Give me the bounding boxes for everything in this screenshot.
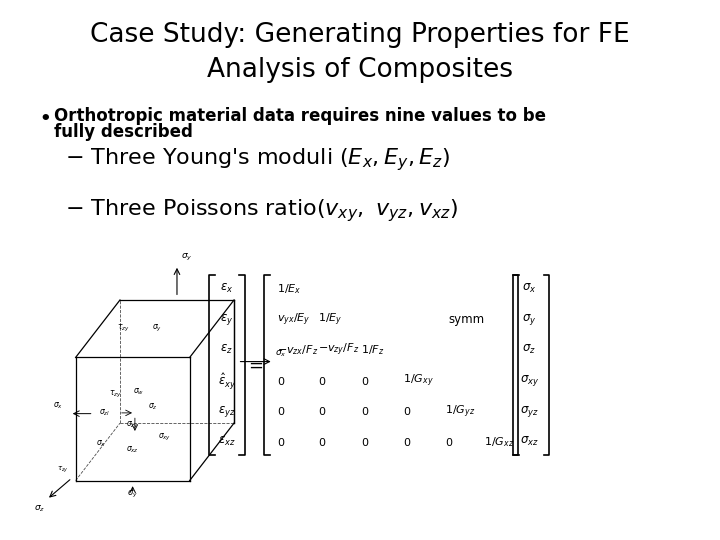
Text: $\varepsilon_x$: $\varepsilon_x$ (220, 282, 233, 295)
Text: $-$ Three Poissons ratio$(v_{xy},\ v_{yz},v_{xz})$: $-$ Three Poissons ratio$(v_{xy},\ v_{yz… (65, 197, 458, 224)
Text: $\sigma_{yz}$: $\sigma_{yz}$ (520, 404, 539, 419)
Text: $0$: $0$ (403, 436, 412, 448)
Text: $\sigma_x$: $\sigma_x$ (53, 401, 63, 411)
Text: $\tau_{zy}$: $\tau_{zy}$ (109, 389, 122, 400)
Text: $\sigma_{xz}$: $\sigma_{xz}$ (520, 435, 539, 448)
Text: $-v_{zx}/F_z$: $-v_{zx}/F_z$ (277, 343, 318, 357)
Text: $\varepsilon_z$: $\varepsilon_z$ (220, 343, 233, 356)
Text: $\sigma_w$: $\sigma_w$ (132, 387, 144, 397)
Text: $\sigma_{xz}$: $\sigma_{xz}$ (126, 444, 139, 455)
Text: $0$: $0$ (277, 436, 286, 448)
Text: $\sigma_{zl}$: $\sigma_{zl}$ (99, 408, 109, 418)
Text: $\varepsilon_y$: $\varepsilon_y$ (220, 312, 233, 327)
Text: $\sigma_{xy}$: $\sigma_{xy}$ (520, 373, 539, 388)
Text: •: • (40, 110, 51, 128)
Text: $\sigma_x$: $\sigma_x$ (275, 348, 287, 359)
Text: $1/G_{xy}$: $1/G_{xy}$ (403, 373, 434, 389)
Text: Case Study: Generating Properties for FE: Case Study: Generating Properties for FE (90, 22, 630, 48)
Text: $0$: $0$ (277, 375, 286, 387)
Text: Analysis of Composites: Analysis of Composites (207, 57, 513, 83)
Text: $1/F_z$: $1/F_z$ (361, 343, 385, 357)
Text: $1/G_{xz}$: $1/G_{xz}$ (484, 435, 514, 449)
Text: $\sigma_y$: $\sigma_y$ (522, 312, 536, 327)
Text: $\sigma_y$: $\sigma_y$ (181, 252, 192, 264)
Text: $0$: $0$ (361, 406, 370, 417)
Text: $\varepsilon_{yz}$: $\varepsilon_{yz}$ (218, 404, 235, 419)
Text: $v_{yx}/E_y$: $v_{yx}/E_y$ (277, 312, 311, 328)
Text: $\sigma_z$: $\sigma_z$ (522, 343, 536, 356)
Text: $\tau_{zy}$: $\tau_{zy}$ (57, 465, 68, 475)
Text: $1/G_{yz}$: $1/G_{yz}$ (445, 403, 475, 420)
Text: $\sigma_y$: $\sigma_y$ (153, 323, 163, 334)
Text: $\sigma_z$: $\sigma_z$ (148, 401, 158, 412)
Text: $\tau_{zy}$: $\tau_{zy}$ (117, 323, 130, 334)
Text: $\varepsilon_{xz}$: $\varepsilon_{xz}$ (218, 435, 235, 448)
Text: $0$: $0$ (318, 375, 327, 387)
Text: $\sigma_x$: $\sigma_x$ (96, 438, 106, 449)
Text: $\sigma_x$: $\sigma_x$ (522, 282, 536, 295)
Text: $0$: $0$ (318, 406, 327, 417)
Text: =: = (248, 356, 263, 374)
Text: $0$: $0$ (277, 406, 286, 417)
Text: $\sigma_{zy}$: $\sigma_{zy}$ (126, 420, 139, 431)
Text: $\sigma_z$: $\sigma_z$ (34, 503, 45, 514)
Text: $0$: $0$ (361, 436, 370, 448)
Text: Orthotropic material data requires nine values to be: Orthotropic material data requires nine … (54, 107, 546, 125)
Text: $\hat{\varepsilon}_{xy}$: $\hat{\varepsilon}_{xy}$ (217, 371, 236, 390)
Text: fully described: fully described (54, 123, 193, 141)
Text: $1/E_y$: $1/E_y$ (318, 312, 343, 328)
Text: $0$: $0$ (361, 375, 370, 387)
Text: $0$: $0$ (445, 436, 454, 448)
Text: symm: symm (449, 313, 485, 326)
Text: $-v_{zy}/F_z$: $-v_{zy}/F_z$ (318, 342, 359, 358)
Text: $0$: $0$ (403, 406, 412, 417)
Text: $0$: $0$ (318, 436, 327, 448)
Text: $\sigma_y$: $\sigma_y$ (127, 489, 138, 500)
Text: $1/E_x$: $1/E_x$ (277, 282, 302, 296)
Text: $\sigma_{xy}$: $\sigma_{xy}$ (158, 432, 171, 443)
Text: $-$ Three Young's moduli $(E_x,E_y,E_z)$: $-$ Three Young's moduli $(E_x,E_y,E_z)$ (65, 146, 450, 173)
